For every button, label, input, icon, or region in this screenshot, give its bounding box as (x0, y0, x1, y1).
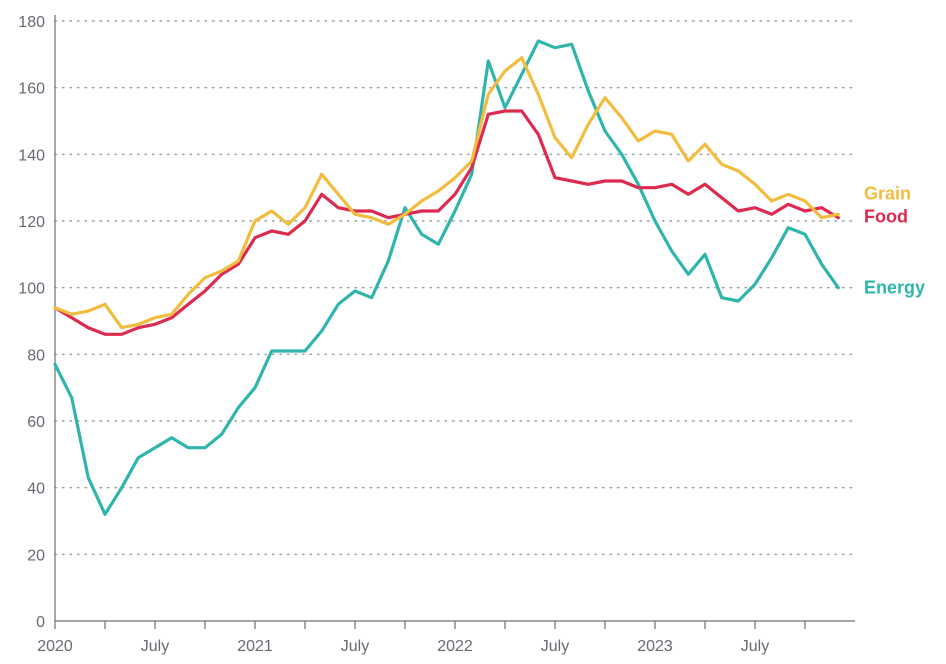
y-tick-label: 100 (18, 281, 45, 298)
series-labels: Grain Food Energy (864, 183, 925, 297)
x-tick-label: July (541, 638, 569, 655)
y-tick-label: 60 (27, 414, 45, 431)
y-tick-label: 40 (27, 481, 45, 498)
series-label-grain: Grain (864, 183, 911, 203)
y-axis-ticks: 0 20 40 60 80 100 120 140 160 180 (18, 14, 45, 631)
series-label-energy: Energy (864, 278, 925, 298)
y-tick-label: 80 (27, 347, 45, 364)
gridlines (54, 20, 856, 556)
y-tick-label: 0 (36, 614, 45, 631)
y-tick-label: 20 (27, 547, 45, 564)
x-tick-label: July (741, 638, 769, 655)
y-tick-label: 180 (18, 14, 45, 31)
series-line-grain (53, 56, 840, 330)
series-lines (53, 39, 840, 516)
x-tick-label: 2021 (237, 638, 273, 655)
x-tick-label: 2023 (637, 638, 673, 655)
x-axis: 2020 July 2021 July 2022 July 2023 July (37, 15, 855, 655)
series-line-energy (53, 39, 840, 516)
series-line-food (53, 109, 840, 336)
y-tick-label: 120 (18, 214, 45, 231)
x-tick-label: 2020 (37, 638, 73, 655)
x-tick-label: July (141, 638, 169, 655)
y-tick-label: 140 (18, 147, 45, 164)
x-tick-label: July (341, 638, 369, 655)
series-label-food: Food (864, 207, 908, 227)
x-tick-label: 2022 (437, 638, 473, 655)
y-tick-label: 160 (18, 81, 45, 98)
